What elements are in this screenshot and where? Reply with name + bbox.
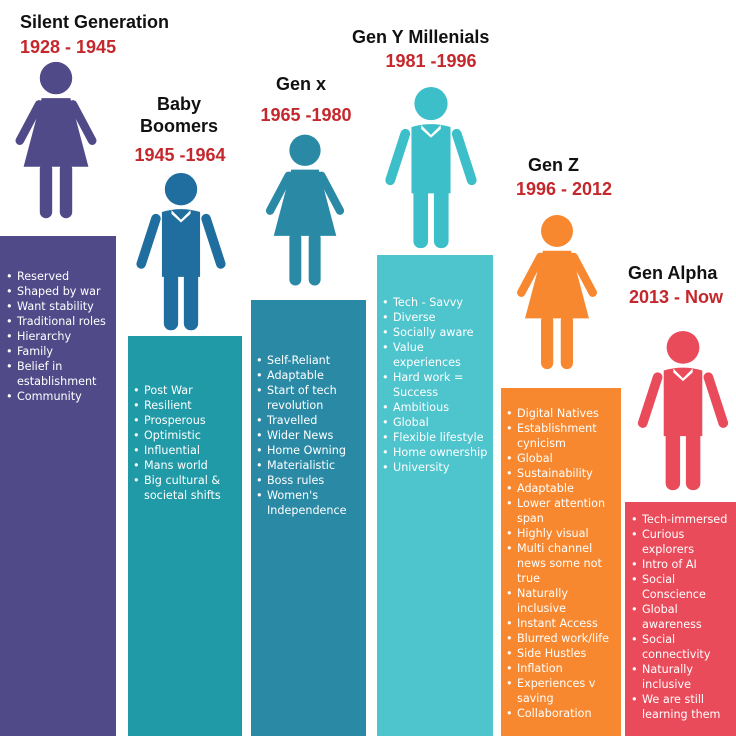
- list-item: Materialistic: [254, 458, 364, 473]
- list-item: Hard work = Success: [380, 370, 491, 400]
- gen-title-genz: Gen Z: [528, 155, 580, 175]
- trait-column-alpha: Tech-immersed Curious explorers Intro of…: [625, 502, 736, 736]
- gen-title-geny: Gen Y Millenials: [352, 27, 490, 47]
- list-item: Adaptable: [254, 368, 364, 383]
- list-item: Naturally inclusive: [629, 662, 734, 692]
- list-item: Global: [504, 451, 619, 466]
- list-item: Social Conscience: [629, 572, 734, 602]
- list-item: Digital Natives: [504, 406, 619, 421]
- list-item: Travelled: [254, 413, 364, 428]
- list-item: Shaped by war: [4, 284, 114, 299]
- trait-column-geny: Tech - Savvy Diverse Socially aware Valu…: [377, 255, 493, 736]
- list-item: Side Hustles: [504, 646, 619, 661]
- list-item: Establishment cynicism: [504, 421, 619, 451]
- list-item: Resilient: [131, 398, 240, 413]
- person-figure-genx-icon: [265, 134, 345, 286]
- list-item: Social connectivity: [629, 632, 734, 662]
- list-item: Boss rules: [254, 473, 364, 488]
- trait-list-geny: Tech - Savvy Diverse Socially aware Valu…: [380, 295, 491, 475]
- gen-years-boomers: 1945 -1964: [134, 145, 226, 165]
- list-item: Tech - Savvy: [380, 295, 491, 310]
- list-item: Experiences v saving: [504, 676, 619, 706]
- list-item: Home ownership: [380, 445, 491, 460]
- list-item: Family: [4, 344, 114, 359]
- person-figure-genz-icon: [517, 214, 597, 370]
- list-item: Want stability: [4, 299, 114, 314]
- person-figure-silent-icon: [15, 61, 97, 219]
- list-item: Socially aware: [380, 325, 491, 340]
- list-item: Intro of AI: [629, 557, 734, 572]
- trait-column-silent: Reserved Shaped by war Want stability Tr…: [0, 236, 116, 736]
- list-item: Multi channel news some not true: [504, 541, 619, 586]
- trait-list-genx: Self-Reliant Adaptable Start of tech rev…: [254, 353, 364, 518]
- list-item: Curious explorers: [629, 527, 734, 557]
- list-item: Flexible lifestyle: [380, 430, 491, 445]
- list-item: Wider News: [254, 428, 364, 443]
- list-item: Inflation: [504, 661, 619, 676]
- list-item: Lower attention span: [504, 496, 619, 526]
- list-item: Blurred work/life: [504, 631, 619, 646]
- list-item: Big cultural & societal shifts: [131, 473, 240, 503]
- list-item: Influential: [131, 443, 240, 458]
- list-item: Collaboration: [504, 706, 619, 721]
- list-item: Self-Reliant: [254, 353, 364, 368]
- list-item: Post War: [131, 383, 240, 398]
- list-item: Sustainability: [504, 466, 619, 481]
- gen-years-silent: 1928 - 1945: [20, 37, 117, 57]
- list-item: Home Owning: [254, 443, 364, 458]
- list-item: Global: [380, 415, 491, 430]
- list-item: Reserved: [4, 269, 114, 284]
- list-item: Highly visual: [504, 526, 619, 541]
- trait-column-genx: Self-Reliant Adaptable Start of tech rev…: [251, 300, 366, 736]
- list-item: Mans world: [131, 458, 240, 473]
- gen-title-genx: Gen x: [276, 74, 327, 94]
- gen-title-alpha: Gen Alpha: [628, 263, 718, 283]
- list-item: Value experiences: [380, 340, 491, 370]
- trait-list-alpha: Tech-immersed Curious explorers Intro of…: [629, 512, 734, 722]
- trait-column-genz: Digital Natives Establishment cynicism G…: [501, 388, 621, 736]
- list-item: Tech-immersed: [629, 512, 734, 527]
- person-figure-alpha-icon: [637, 330, 729, 491]
- list-item: Instant Access: [504, 616, 619, 631]
- list-item: Traditional roles: [4, 314, 114, 329]
- list-item: Ambitious: [380, 400, 491, 415]
- trait-list-genz: Digital Natives Establishment cynicism G…: [504, 406, 619, 721]
- gen-years-alpha: 2013 - Now: [628, 287, 724, 307]
- list-item: We are still learning them: [629, 692, 734, 722]
- list-item: Belief in establishment: [4, 359, 114, 389]
- list-item: Community: [4, 389, 114, 404]
- list-item: Start of tech revolution: [254, 383, 364, 413]
- gen-title-silent: Silent Generation: [20, 12, 170, 32]
- list-item: Optimistic: [131, 428, 240, 443]
- list-item: Naturally inclusive: [504, 586, 619, 616]
- list-item: Prosperous: [131, 413, 240, 428]
- list-item: Diverse: [380, 310, 491, 325]
- trait-list-boomers: Post War Resilient Prosperous Optimistic…: [131, 383, 240, 503]
- person-figure-geny-icon: [385, 86, 477, 249]
- trait-column-boomers: Post War Resilient Prosperous Optimistic…: [128, 336, 242, 736]
- list-item: University: [380, 460, 491, 475]
- gen-years-genz: 1996 - 2012: [515, 179, 613, 199]
- list-item: Women's Independence: [254, 488, 364, 518]
- list-item: Hierarchy: [4, 329, 114, 344]
- list-item: Adaptable: [504, 481, 619, 496]
- person-figure-boomers-icon: [136, 172, 226, 331]
- trait-list-silent: Reserved Shaped by war Want stability Tr…: [4, 269, 114, 404]
- gen-years-genx: 1965 -1980: [260, 105, 352, 125]
- list-item: Global awareness: [629, 602, 734, 632]
- gen-years-geny: 1981 -1996: [385, 51, 477, 71]
- gen-title-boomers: Baby Boomers: [139, 94, 219, 136]
